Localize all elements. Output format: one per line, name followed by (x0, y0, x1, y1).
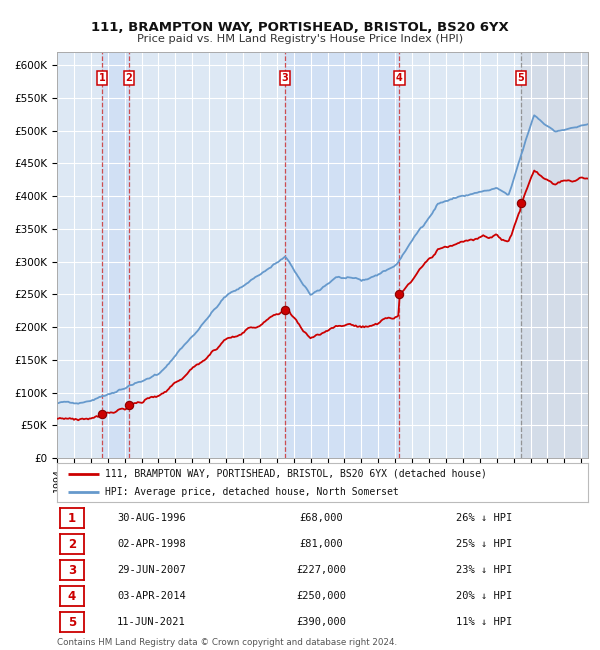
Text: 25% ↓ HPI: 25% ↓ HPI (456, 539, 512, 549)
Text: 23% ↓ HPI: 23% ↓ HPI (456, 565, 512, 575)
Text: 20% ↓ HPI: 20% ↓ HPI (456, 591, 512, 601)
Text: 3: 3 (68, 564, 76, 577)
Text: 1: 1 (68, 512, 76, 525)
Text: 30-AUG-1996: 30-AUG-1996 (117, 513, 186, 523)
Text: 3: 3 (282, 73, 289, 83)
Text: £68,000: £68,000 (299, 513, 343, 523)
Text: 2: 2 (125, 73, 132, 83)
Text: 03-APR-2014: 03-APR-2014 (117, 591, 186, 601)
Text: £390,000: £390,000 (296, 617, 346, 627)
Bar (285, 52, 400, 458)
Text: Contains HM Land Registry data © Crown copyright and database right 2024.: Contains HM Land Registry data © Crown c… (57, 638, 397, 647)
Text: 111, BRAMPTON WAY, PORTISHEAD, BRISTOL, BS20 6YX: 111, BRAMPTON WAY, PORTISHEAD, BRISTOL, … (91, 21, 509, 34)
Text: 4: 4 (68, 590, 76, 603)
Text: Price paid vs. HM Land Registry's House Price Index (HPI): Price paid vs. HM Land Registry's House … (137, 34, 463, 44)
Text: 1: 1 (98, 73, 106, 83)
Text: 111, BRAMPTON WAY, PORTISHEAD, BRISTOL, BS20 6YX (detached house): 111, BRAMPTON WAY, PORTISHEAD, BRISTOL, … (105, 469, 487, 478)
Text: 5: 5 (518, 73, 524, 83)
Text: HPI: Average price, detached house, North Somerset: HPI: Average price, detached house, Nort… (105, 488, 398, 497)
Text: 29-JUN-2007: 29-JUN-2007 (117, 565, 186, 575)
Bar (521, 52, 588, 458)
Text: 02-APR-1998: 02-APR-1998 (117, 539, 186, 549)
Text: 11% ↓ HPI: 11% ↓ HPI (456, 617, 512, 627)
Text: 11-JUN-2021: 11-JUN-2021 (117, 617, 186, 627)
Text: £227,000: £227,000 (296, 565, 346, 575)
Bar (102, 52, 129, 458)
Text: 2: 2 (68, 538, 76, 551)
Text: 4: 4 (396, 73, 403, 83)
Text: £250,000: £250,000 (296, 591, 346, 601)
Text: 26% ↓ HPI: 26% ↓ HPI (456, 513, 512, 523)
Text: £81,000: £81,000 (299, 539, 343, 549)
Text: 5: 5 (68, 616, 76, 629)
